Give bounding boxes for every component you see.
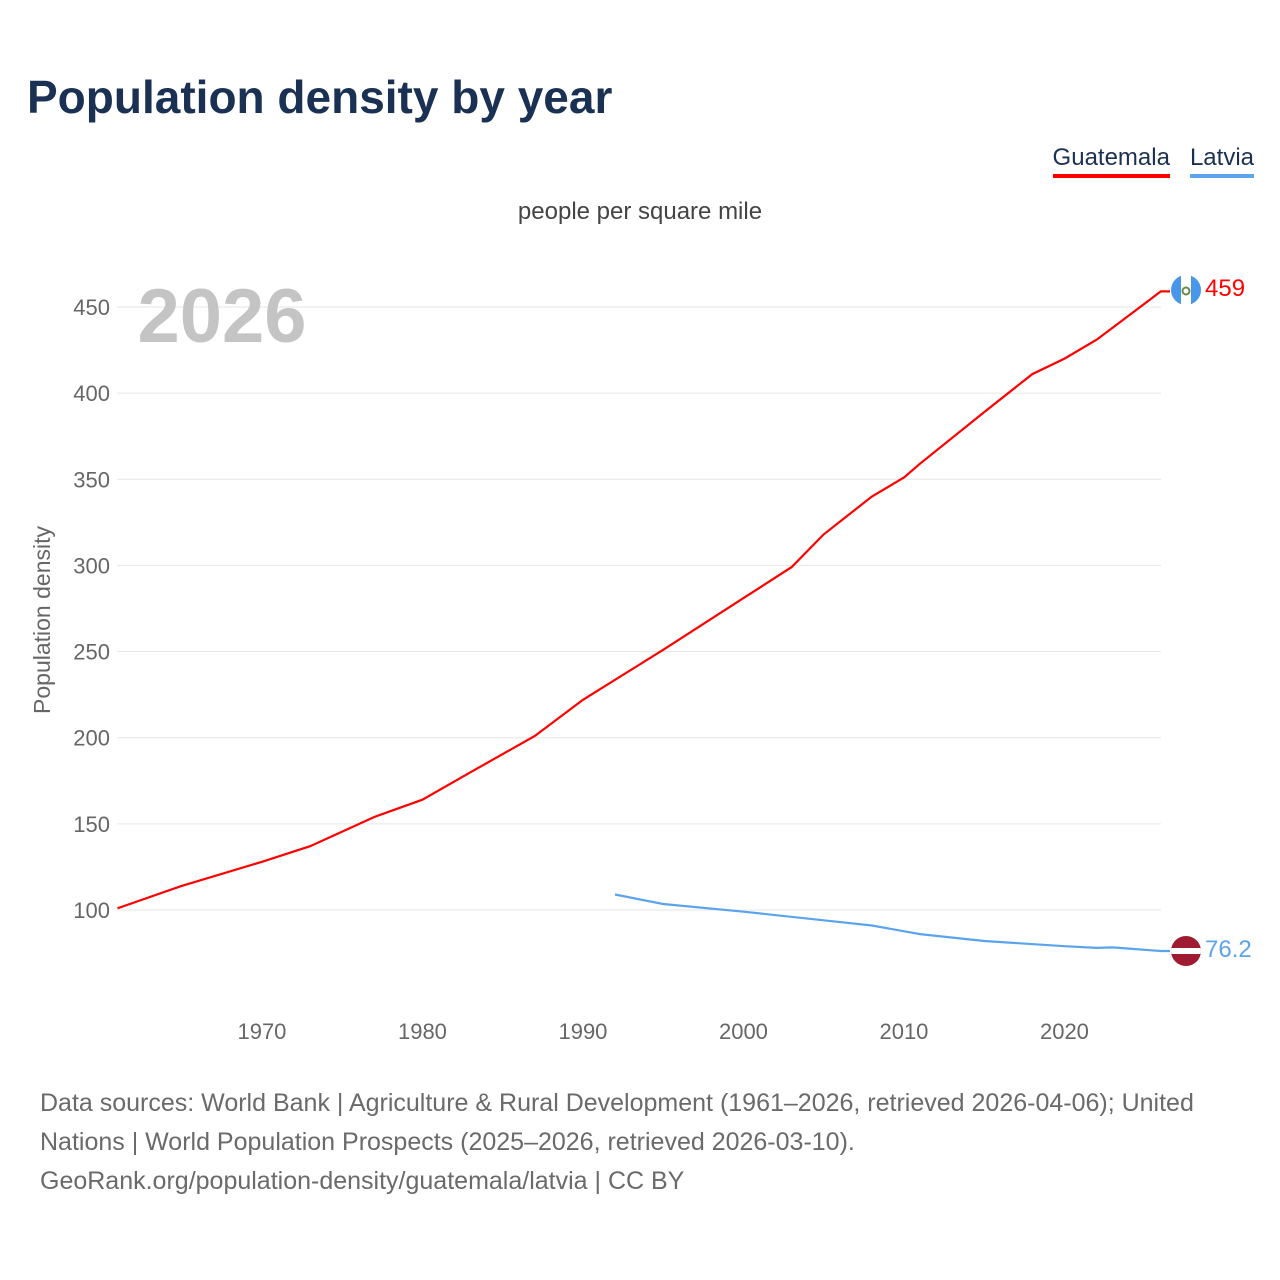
legend: Guatemala Latvia: [1052, 144, 1254, 178]
y-tick-label: 350: [73, 467, 110, 492]
footer: Data sources: World Bank | Agriculture &…: [40, 1084, 1250, 1201]
y-tick-label: 250: [73, 640, 110, 665]
data-sources: Data sources: World Bank | Agriculture &…: [40, 1089, 1194, 1156]
y-tick-label: 400: [73, 381, 110, 406]
y-tick-label: 150: [73, 812, 110, 837]
y-axis-label: Population density: [29, 526, 55, 714]
end-label-guatemala: 459: [1205, 275, 1245, 302]
chart-title: Population density by year: [27, 71, 613, 123]
y-tick-label: 300: [73, 553, 110, 578]
year-watermark: 2026: [137, 274, 306, 359]
x-tick-label: 1970: [237, 1019, 286, 1044]
x-tick-label: 1980: [398, 1019, 447, 1044]
x-tick-label: 2020: [1040, 1019, 1089, 1044]
y-tick-label: 450: [73, 295, 110, 320]
chart-subtitle: people per square mile: [517, 198, 763, 225]
guatemala-flag-icon: [1171, 275, 1201, 305]
y-tick-label: 200: [73, 726, 110, 751]
series-line-guatemala: [117, 290, 1170, 910]
x-tick-label: 2010: [879, 1019, 928, 1044]
x-tick-label: 2000: [719, 1019, 768, 1044]
credit-link[interactable]: GeoRank.org/population-density/guatemala…: [40, 1167, 685, 1195]
end-label-latvia: 76.2: [1205, 936, 1252, 963]
legend-item-guatemala[interactable]: Guatemala: [1052, 144, 1170, 178]
legend-item-latvia[interactable]: Latvia: [1189, 144, 1254, 178]
y-tick-label: 100: [73, 898, 110, 923]
latvia-flag-icon: [1171, 936, 1201, 966]
x-tick-label: 1990: [558, 1019, 607, 1044]
series-line-latvia: [614, 893, 1170, 953]
